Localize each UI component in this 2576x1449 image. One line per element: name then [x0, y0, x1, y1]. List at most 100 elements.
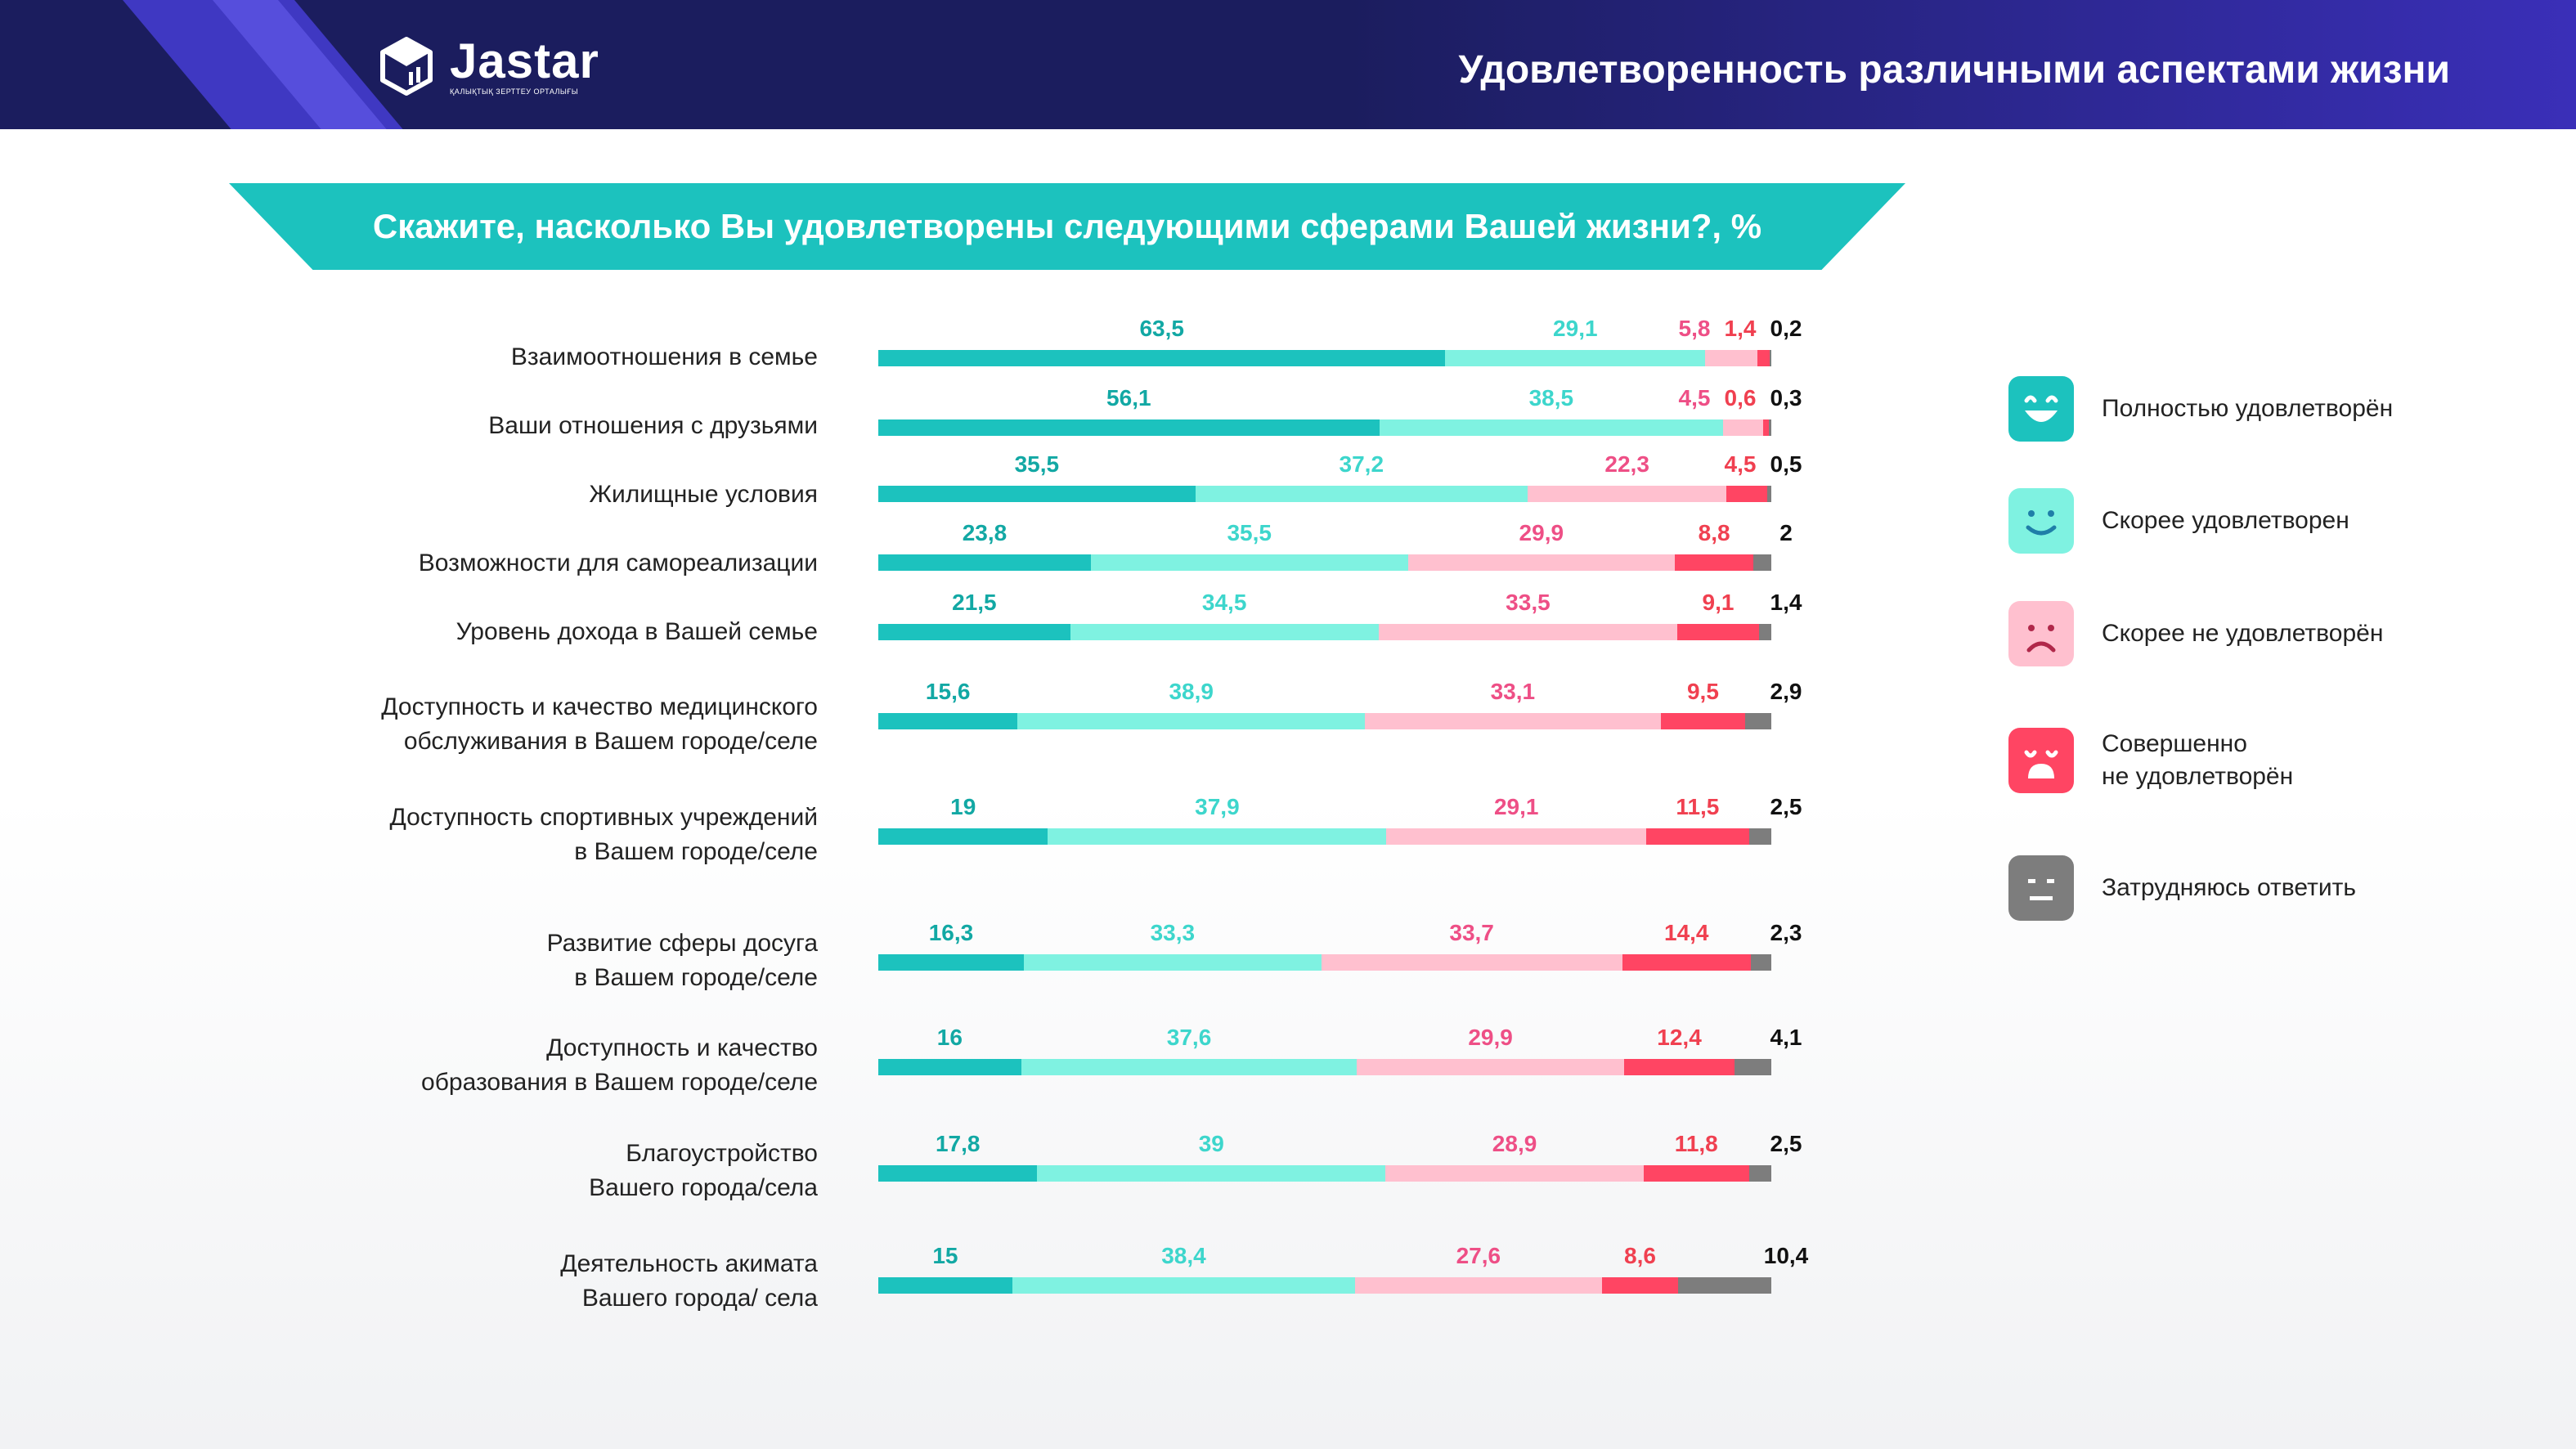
data-label-not: 14,4 [1664, 920, 1709, 945]
data-label-not: 0,6 [1724, 385, 1757, 410]
bar-segment-hard [1769, 350, 1771, 366]
brand-subtitle: ҚАЛЫҚТЫҚ ЗЕРТТЕУ ОРТАЛЫҒЫ [450, 87, 579, 96]
data-label-rather: 37,2 [1339, 451, 1384, 477]
data-label-rather_not: 33,7 [1449, 920, 1494, 945]
data-label-rather_not: 29,9 [1468, 1025, 1513, 1050]
bar-segment-full [878, 624, 1070, 640]
data-label-rather_not: 5,8 [1678, 316, 1711, 341]
jastar-logo-icon [380, 37, 433, 96]
bar-segment-not [1622, 954, 1751, 971]
legend-item-rather: Скорее удовлетворен [2008, 488, 2349, 554]
data-label-rather_not: 33,1 [1490, 679, 1536, 704]
bar-segment-full [878, 486, 1196, 502]
data-label-rather: 38,5 [1528, 385, 1574, 410]
bar-segment-rather [1445, 350, 1706, 366]
legend-label: Скорее удовлетворен [2102, 507, 2349, 534]
smile-icon [2008, 488, 2074, 554]
bar-segment-full [878, 1165, 1038, 1182]
data-label-hard: 2,9 [1770, 679, 1802, 704]
data-label-full: 63,5 [1139, 316, 1184, 341]
data-label-full: 15,6 [925, 679, 971, 704]
bar-segment-full [878, 1277, 1012, 1294]
data-label-rather_not: 29,1 [1493, 794, 1539, 819]
data-label-full: 19 [950, 794, 976, 819]
bar-segment-rather_not [1357, 1059, 1624, 1075]
bar-segment-rather [1070, 624, 1379, 640]
data-label-not: 11,5 [1676, 794, 1720, 819]
data-label-full: 16 [936, 1025, 963, 1050]
data-label-full: 17,8 [935, 1131, 981, 1156]
bar-segment-not [1643, 1165, 1749, 1182]
data-label-hard: 2 [1779, 520, 1793, 545]
data-label-full: 23,8 [962, 520, 1008, 545]
category-label: Доступность спортивных учреждений в Ваше… [389, 804, 818, 865]
bar-segment-full [878, 1059, 1021, 1075]
data-label-hard: 0,5 [1770, 451, 1802, 477]
legend-item-hard: Затрудняюсь ответить [2008, 855, 2356, 921]
bar-segment-rather_not [1705, 350, 1757, 366]
bar-segment-rather [1090, 554, 1408, 571]
data-label-not: 4,5 [1724, 451, 1757, 477]
data-label-hard: 1,4 [1770, 590, 1802, 615]
data-label-rather: 33,3 [1150, 920, 1196, 945]
bar-segment-not [1623, 1059, 1735, 1075]
data-label-rather: 35,5 [1227, 520, 1272, 545]
bar-segment-rather_not [1365, 713, 1661, 729]
data-label-rather: 39 [1198, 1131, 1224, 1156]
bar-segment-hard [1748, 828, 1771, 845]
data-label-hard: 0,3 [1770, 385, 1802, 410]
bar-segment-hard [1678, 1277, 1771, 1294]
legend-label: Затрудняюсь ответить [2102, 874, 2356, 901]
category-label: Доступность и качество медицинского обсл… [381, 693, 818, 755]
bar-segment-rather [1048, 828, 1387, 845]
data-label-full: 56,1 [1106, 385, 1151, 410]
bar-segment-rather [1017, 713, 1366, 729]
bar-segment-not [1601, 1277, 1679, 1294]
bar-segment-full [878, 419, 1380, 436]
data-label-not: 9,5 [1686, 679, 1719, 704]
data-label-full: 15 [932, 1243, 958, 1268]
data-label-rather: 29,1 [1553, 316, 1598, 341]
bar-segment-rather_not [1378, 624, 1678, 640]
category-label: Жилищные условия [589, 481, 818, 508]
bar-segment-rather_not [1355, 1277, 1602, 1294]
bar-segment-hard [1735, 1059, 1771, 1075]
banner-shape [229, 183, 1905, 270]
bar-segment-hard [1750, 954, 1771, 971]
data-label-not: 12,4 [1657, 1025, 1702, 1050]
bar-segment-hard [1768, 419, 1771, 436]
data-label-full: 16,3 [928, 920, 974, 945]
bar-segment-full [878, 828, 1048, 845]
bar-segment-not [1660, 713, 1746, 729]
data-label-hard: 2,5 [1770, 1131, 1802, 1156]
bar-segment-rather [1195, 486, 1528, 502]
category-label: Взаимоотношения в семье [510, 343, 818, 370]
bar-segment-hard [1748, 1165, 1771, 1182]
bar-segment-not [1677, 624, 1759, 640]
header-gradient [1349, 0, 2576, 129]
legend-label: Скорее не удовлетворён [2102, 620, 2384, 647]
data-label-full: 21,5 [952, 590, 997, 615]
bar-segment-full [878, 350, 1446, 366]
category-label: Развитие сферы досуга в Вашем городе/сел… [546, 930, 818, 991]
bar-segment-full [878, 554, 1091, 571]
bar-segment-not [1675, 554, 1754, 571]
bar-segment-rather [1012, 1277, 1356, 1294]
question-text: Скажите, насколько Вы удовлетворены след… [372, 207, 1762, 245]
bar-segment-not [1726, 486, 1767, 502]
bar-segment-not [1757, 350, 1770, 366]
bar-segment-rather_not [1386, 828, 1647, 845]
bar-segment-rather_not [1527, 486, 1727, 502]
bar-segment-full [878, 713, 1018, 729]
legend-label: Совершенно не удовлетворён [2102, 730, 2294, 790]
bar-segment-not [1763, 419, 1769, 436]
data-label-not: 1,4 [1724, 316, 1757, 341]
big-smile-icon [2008, 376, 2074, 442]
bar-segment-rather_not [1321, 954, 1622, 971]
category-label: Деятельность акимата Вашего города/ села [560, 1250, 818, 1312]
data-label-not: 9,1 [1702, 590, 1735, 615]
data-label-rather: 38,9 [1169, 679, 1214, 704]
bar-segment-rather [1037, 1165, 1386, 1182]
bar-segment-not [1646, 828, 1749, 845]
logo: Jastar ҚАЛЫҚТЫҚ ЗЕРТТЕУ ОРТАЛЫҒЫ [376, 36, 599, 96]
